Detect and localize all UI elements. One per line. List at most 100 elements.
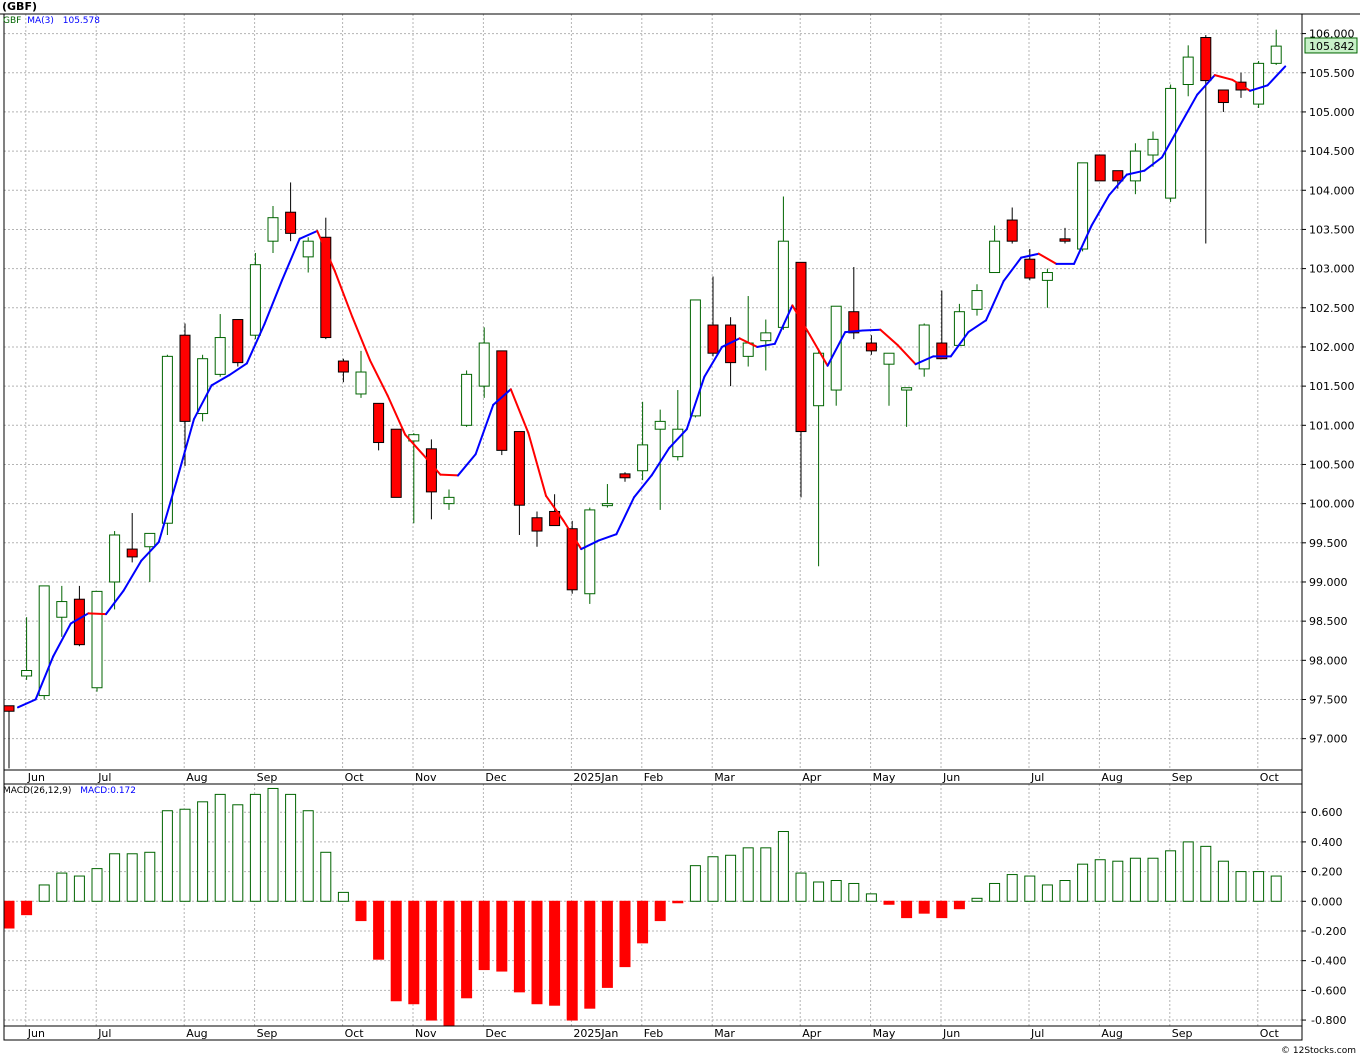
macd-bar	[1077, 863, 1089, 902]
candle-body	[425, 448, 437, 493]
macd-bar	[901, 900, 913, 919]
candle-body	[144, 532, 156, 548]
candle-body	[1129, 150, 1141, 182]
macd-bar	[320, 851, 332, 902]
macd-bar	[989, 882, 1001, 902]
macd-axis-label: -0.600	[1311, 984, 1346, 997]
candle-body	[989, 240, 1001, 274]
price-axis-label: 101.500	[1309, 380, 1355, 393]
macd-bar	[549, 900, 561, 1006]
macd-bar	[707, 856, 719, 902]
macd-bar	[302, 810, 314, 902]
macd-bar	[425, 900, 437, 1021]
ma3-segment	[1231, 78, 1251, 92]
ma3-segment	[105, 589, 125, 616]
ma3-segment	[87, 612, 107, 616]
price-legend: GBF MA(3) 105.578	[3, 16, 100, 26]
macd-x-label: Oct	[345, 1027, 365, 1040]
ma3-segment	[421, 453, 442, 476]
ma3-segment	[545, 494, 565, 522]
macd-x-label: Mar	[714, 1027, 735, 1040]
ma3-segment	[1125, 169, 1146, 176]
candle-body	[1270, 45, 1282, 64]
ma3-segment	[597, 533, 618, 542]
ma3-segment	[316, 230, 336, 272]
ma3-segment	[1161, 125, 1181, 159]
candle-body	[777, 240, 789, 328]
ma3-segment	[193, 384, 213, 421]
candle-body	[390, 428, 402, 498]
macd-axis-label: 0.200	[1311, 866, 1343, 879]
macd-bar	[73, 875, 85, 902]
macd-x-label: Dec	[485, 1027, 506, 1040]
macd-bar	[742, 847, 754, 902]
ma3-segment	[1020, 252, 1040, 259]
ma3-line	[17, 65, 1287, 709]
ma3-segment	[1037, 252, 1058, 265]
macd-x-label: Aug	[1101, 1027, 1122, 1040]
macd-legend-label: MACD(26,12,9)	[3, 786, 72, 796]
ma3-segment	[633, 474, 653, 499]
candle-body	[109, 534, 121, 583]
candle-body	[1059, 238, 1071, 242]
ma3-segment	[1002, 256, 1023, 283]
macd-axis-label: -0.200	[1311, 925, 1346, 938]
price-axis-label: 97.500	[1309, 693, 1348, 706]
candle-body	[355, 371, 367, 395]
candle-body	[707, 324, 719, 354]
ma3-segment	[1178, 93, 1199, 128]
price-axis-label: 105.000	[1309, 106, 1355, 119]
candle-body	[1217, 89, 1229, 104]
candle-body	[161, 355, 173, 524]
ma3-segment	[1249, 84, 1269, 92]
candle-body	[285, 211, 297, 234]
candle-body	[883, 352, 895, 365]
macd-histogram	[3, 787, 1282, 1027]
ma3-segment	[369, 359, 389, 397]
macd-axis-label: -0.400	[1311, 955, 1346, 968]
ma3-segment	[1266, 65, 1287, 87]
macd-bar	[161, 810, 173, 902]
macd-bar	[21, 900, 33, 916]
price-x-label: Aug	[1101, 771, 1122, 784]
macd-x-label: Jul	[97, 1027, 111, 1040]
candle-body	[232, 319, 244, 364]
macd-axis-label: 0.000	[1311, 895, 1343, 908]
price-candles	[3, 29, 1282, 769]
macd-bar	[654, 900, 666, 922]
price-x-label: May	[873, 771, 896, 784]
macd-bar	[3, 900, 15, 929]
legend-ma-value: 105.578	[62, 16, 100, 26]
ma3-segment	[1108, 173, 1128, 196]
ma3-segment	[210, 374, 231, 387]
ma3-segment	[791, 304, 811, 337]
candle-body	[637, 444, 649, 472]
candle-body	[1077, 162, 1089, 250]
macd-bar	[566, 900, 578, 1021]
last-price-box	[1304, 37, 1358, 54]
macd-bar	[777, 831, 789, 902]
candle-body	[901, 387, 913, 391]
macd-bar	[1182, 841, 1194, 902]
price-x-label: 2025Jan	[573, 771, 618, 784]
ma3-segment	[1090, 193, 1111, 227]
macd-x-label: Aug	[186, 1027, 207, 1040]
macd-x-label: Sep	[1172, 1027, 1193, 1040]
candle-body	[38, 585, 50, 697]
macd-bar	[619, 900, 631, 968]
ma3-segment	[527, 432, 547, 497]
macd-bar	[601, 900, 613, 988]
candle-body	[3, 705, 15, 712]
candle-body	[549, 510, 561, 527]
candle-body	[566, 528, 578, 591]
macd-bar	[795, 872, 807, 902]
ma3-segment	[967, 319, 987, 334]
ma3-segment	[738, 337, 759, 348]
ma3-segment	[756, 342, 776, 348]
ma3-segment	[668, 428, 688, 450]
price-axis-label: 104.500	[1309, 145, 1355, 158]
candle-body	[73, 598, 85, 646]
ma3-segment	[562, 519, 583, 551]
ma3-segment	[457, 453, 477, 477]
price-x-label: Sep	[257, 771, 278, 784]
